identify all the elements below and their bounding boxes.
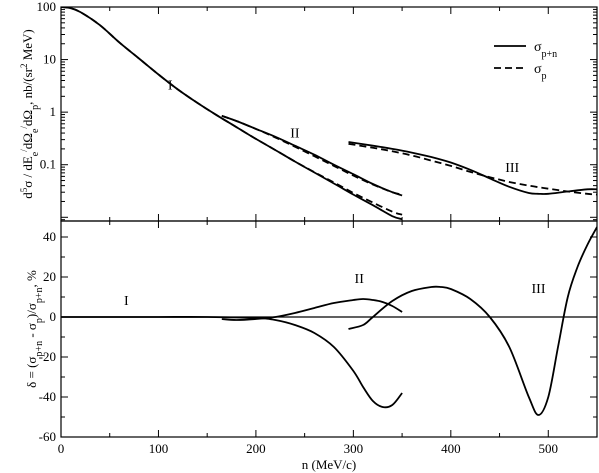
y-tick-label: 100 xyxy=(37,0,57,14)
x-tick-label: 500 xyxy=(539,441,559,456)
legend-label-sigma-p: σp xyxy=(534,62,547,82)
series-line-delta-iii xyxy=(348,226,597,416)
region-label-i: I xyxy=(124,294,129,309)
x-tick-label: 0 xyxy=(58,441,65,456)
series-line-sigma-p-i xyxy=(61,7,403,216)
region-label-iii: III xyxy=(532,282,546,297)
y-axis-title-1: d5σ / dEe/dΩe/dΩp, nb/(sr2 MeV) xyxy=(19,29,41,199)
x-tick-label: 300 xyxy=(344,441,364,456)
y-tick-label: 10 xyxy=(43,52,56,67)
x-tick-label: 200 xyxy=(246,441,266,456)
y-tick-label: -40 xyxy=(39,389,56,404)
series-line-sigma-p-ii xyxy=(221,115,403,196)
y-tick-label: 1 xyxy=(50,104,57,119)
series-line-sigma-p-n-iii xyxy=(348,141,597,195)
y-tick-label: 0 xyxy=(50,309,57,324)
y-tick-label: -60 xyxy=(39,429,56,444)
series-line-sigma-p-iii xyxy=(348,142,597,196)
y-axis-title-2: δ = (σp+n - σp)/σp+n, % xyxy=(24,270,45,388)
series-line-sigma-p-n-ii xyxy=(221,115,403,197)
region-label-i: I xyxy=(168,78,173,93)
x-axis-title: n (MeV/c) xyxy=(302,457,357,472)
y-tick-label: 0.1 xyxy=(40,157,56,172)
region-label-ii: II xyxy=(355,272,365,287)
series-line-delta-i xyxy=(61,316,403,409)
region-label-iii: III xyxy=(505,161,519,176)
plot-frame-2 xyxy=(60,220,598,438)
y-tick-label: 20 xyxy=(43,269,56,284)
y-tick-label: 40 xyxy=(43,229,56,244)
series-line-sigma-p-n-i xyxy=(61,7,403,221)
legend-label-sigma-p-n: σp+n xyxy=(534,40,557,60)
y-tick-label: -20 xyxy=(39,349,56,364)
x-tick-label: 400 xyxy=(441,441,461,456)
series-line-delta-ii xyxy=(221,298,403,321)
x-tick-label: 100 xyxy=(149,441,169,456)
region-label-ii: II xyxy=(290,126,300,141)
